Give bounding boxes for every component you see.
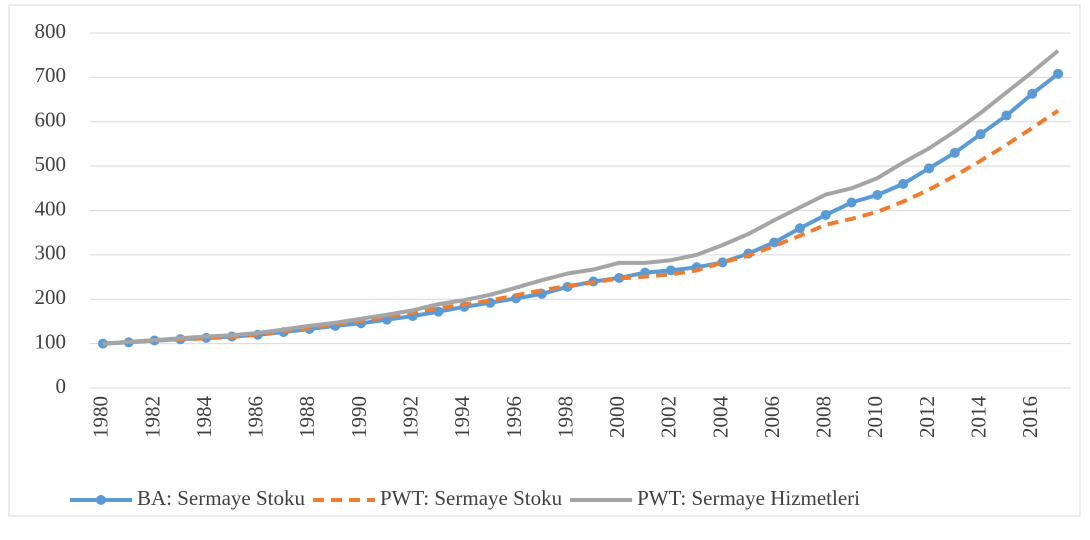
point [1053, 68, 1064, 79]
y-tick-label: 200 [35, 285, 67, 309]
y-tick-label: 500 [35, 152, 67, 176]
point [433, 306, 444, 317]
x-tick-label: 2008 [812, 396, 836, 438]
y-tick-label: 100 [35, 329, 67, 353]
x-tick-label: 1980 [89, 396, 113, 438]
x-tick-label: 2012 [915, 396, 939, 438]
x-tick-label: 1992 [399, 396, 423, 438]
point [898, 178, 909, 189]
x-tick-label: 2010 [863, 396, 887, 438]
x-tick-label: 2006 [760, 396, 784, 438]
point [820, 209, 831, 220]
point [1001, 110, 1012, 121]
x-tick-label: 1986 [244, 396, 268, 438]
point [949, 147, 960, 158]
y-tick-label: 300 [35, 241, 67, 265]
point [1027, 88, 1038, 99]
x-tick-label: 1982 [140, 396, 164, 438]
point [846, 197, 857, 208]
x-tick-label: 1988 [295, 396, 319, 438]
x-tick-label: 1984 [192, 396, 216, 439]
x-tick-label: 1994 [450, 396, 474, 439]
series-line [102, 108, 1060, 346]
point [769, 237, 780, 248]
x-tick-label: 2004 [708, 396, 732, 439]
x-tick-label: 1996 [502, 396, 526, 438]
chart-frame [8, 4, 1081, 517]
y-tick-label: 0 [56, 374, 67, 398]
point [872, 189, 883, 200]
y-tick-label: 600 [35, 108, 67, 132]
point [794, 223, 805, 234]
point [924, 163, 935, 174]
point [975, 129, 986, 140]
y-tick-label: 700 [35, 63, 67, 87]
x-tick-label: 2002 [657, 396, 681, 438]
series-line [102, 49, 1060, 346]
y-tick-label: 400 [35, 196, 67, 220]
legend-label: BA: Sermaye Stoku [137, 486, 305, 510]
point [665, 265, 676, 276]
legend-marker [96, 495, 106, 505]
point [614, 272, 625, 283]
x-tick-label: 2000 [605, 396, 629, 438]
y-tick-label: 800 [35, 19, 67, 43]
x-tick-label: 2014 [966, 396, 990, 439]
x-tick-label: 1990 [347, 396, 371, 438]
legend-label: PWT: Sermaye Stoku [380, 486, 563, 510]
legend-label: PWT: Sermaye Hizmetleri [637, 486, 860, 510]
x-tick-label: 1998 [553, 396, 577, 438]
x-tick-label: 2016 [1018, 396, 1042, 438]
